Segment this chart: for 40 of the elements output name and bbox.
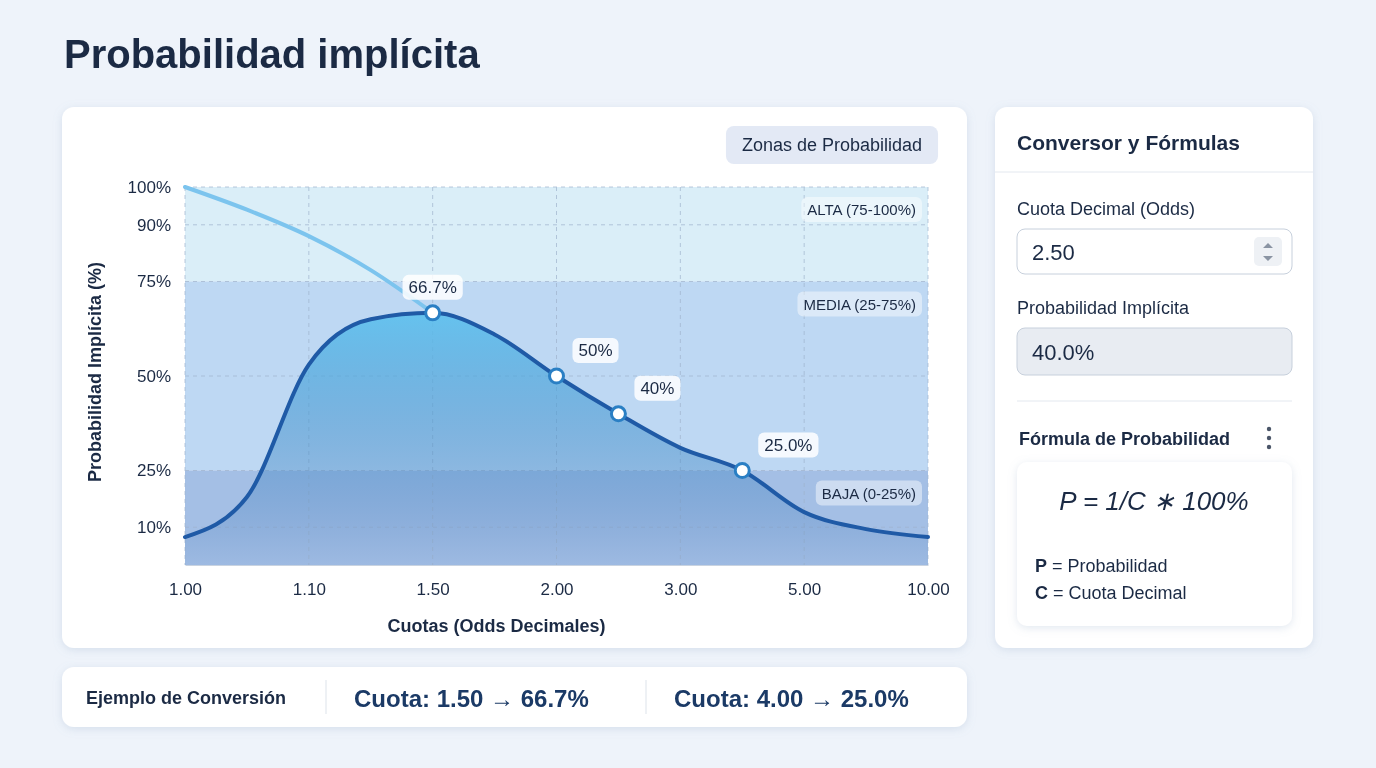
text: 2.50 <box>1032 240 1075 265</box>
point <box>733 462 751 479</box>
point <box>609 405 627 423</box>
text: P = 1/C ∗ 100% <box>1059 486 1249 516</box>
x-axis-title: Cuotas (Odds Decimales) <box>387 616 606 636</box>
y-tick-label: 75% <box>136 272 171 292</box>
text: Cuota: 1.50 → 66.7% <box>354 685 589 712</box>
text: Ejemplo de Conversión <box>86 688 287 708</box>
text: Cuota Decimal (Odds) <box>1017 199 1196 219</box>
chart-title: Probabilidad implícita <box>64 32 481 76</box>
y-tick-label: 100% <box>127 177 171 197</box>
text: Conversor y Fórmulas <box>1017 131 1240 154</box>
band-label: MEDIA (25-75%) <box>803 295 916 313</box>
x-tick-label: 1.50 <box>416 580 450 600</box>
text: 40.0% <box>1032 340 1095 365</box>
text: P = Probabilidad <box>1035 556 1168 576</box>
x-tick-label: 3.00 <box>664 580 698 600</box>
band-label: BAJA (0-25%) <box>821 484 916 502</box>
y-tick-label: 25% <box>136 461 171 481</box>
point <box>548 367 565 385</box>
text: Probabilidad Implícita <box>1017 298 1191 318</box>
y-tick-label: 90% <box>136 215 171 235</box>
x-tick-label: 1.00 <box>168 580 203 600</box>
text: Cuota: 4.00 → 25.0% <box>674 685 909 712</box>
point <box>424 304 442 322</box>
band-label: ALTA (75-100%) <box>807 201 916 218</box>
y-tick-label: 10% <box>136 518 171 538</box>
x-tick-label: 2.00 <box>540 580 574 600</box>
y-axis-title: Probabilidad Implícita (%) <box>85 261 105 483</box>
text: C = Cuota Decimal <box>1035 583 1187 603</box>
x-tick-label: 5.00 <box>788 580 822 600</box>
data-label: 25.0% <box>764 435 813 455</box>
data-label: 40% <box>640 378 675 398</box>
data-label: 50% <box>578 341 613 360</box>
text: Fórmula de Probabilidad <box>1019 429 1231 449</box>
data-label: 66.7% <box>408 277 457 297</box>
x-tick-label: 1.10 <box>292 580 326 600</box>
legend-title: Zonas de Probabilidad <box>741 135 923 155</box>
y-tick-label: 50% <box>136 366 171 386</box>
x-tick-label: 10.00 <box>907 580 950 600</box>
